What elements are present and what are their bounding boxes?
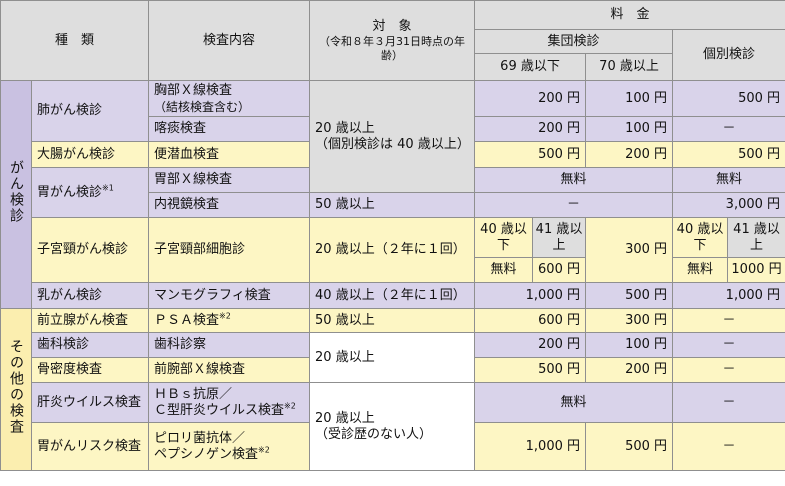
breast-target: 40 歳以上（２年に１回） (309, 282, 476, 309)
cervix-40u-fee: 無料 (474, 257, 534, 283)
sputum-u69: 200 円 (474, 116, 587, 142)
bone-u69: 500 円 (474, 357, 587, 383)
category-cancer: がん検診 (0, 80, 32, 309)
row-lung-name: 肺がん検診 (30, 80, 150, 142)
dental-ind: － (672, 332, 785, 358)
prostate-target: 50 歳以上 (309, 308, 476, 333)
colon-u69: 500 円 (474, 141, 587, 168)
checkup-fee-table: 種 類 検査内容 対 象 （令和８年３月31日時点の年齢） 料 金 集団検診 個… (0, 0, 785, 471)
header-fee: 料 金 (474, 0, 785, 30)
header-target-note: （令和８年３月31日時点の年齢） (319, 34, 466, 62)
stomach-xray-ind: 無料 (672, 167, 785, 193)
bone-o70: 200 円 (585, 357, 674, 383)
colon-ind: 500 円 (672, 141, 785, 168)
header-content: 検査内容 (148, 0, 311, 81)
row-risk-test: ピロリ菌抗体／ ペプシノゲン検査※2 (148, 422, 311, 471)
risk-u69: 1,000 円 (474, 422, 587, 471)
endoscopy-group: － (474, 192, 674, 218)
risk-ind: － (672, 422, 785, 471)
bone-target: 20 歳以上 (309, 332, 476, 383)
header-group: 集団検診 (474, 29, 674, 54)
header-type: 種 類 (0, 0, 150, 81)
row-hep-name: 肝炎ウイルス検査 (30, 382, 150, 423)
row-cervix-name: 子宮頸がん検診 (30, 217, 150, 283)
hep-group: 無料 (474, 382, 674, 423)
header-target: 対 象 （令和８年３月31日時点の年齢） (309, 0, 476, 81)
lung-xray-ind: 500 円 (672, 80, 785, 117)
breast-u69: 1,000 円 (474, 282, 587, 309)
risk-target: 20 歳以上 （受診歴のない人） (309, 382, 476, 471)
row-stomach-xray: 胃部Ｘ線検査 (148, 167, 311, 193)
row-cervix-test: 子宮頸部細胞診 (148, 217, 311, 283)
breast-o70: 500 円 (585, 282, 674, 309)
row-risk-name: 胃がんリスク検査 (30, 422, 150, 471)
row-bone-test: 前腕部Ｘ線検査 (148, 357, 311, 383)
colon-o70: 200 円 (585, 141, 674, 168)
cervix-41o-label: 41 歳以上 (532, 217, 587, 258)
row-psa: ＰＳＡ検査※2 (148, 308, 311, 333)
row-colon-test: 便潜血検査 (148, 141, 311, 168)
stomach-xray-group: 無料 (474, 167, 674, 193)
row-hep-test: ＨＢｓ抗原／ Ｃ型肝炎ウイルス検査※2 (148, 382, 311, 423)
row-breast-test: マンモグラフィ検査 (148, 282, 311, 309)
row-breast-name: 乳がん検診 (30, 282, 150, 309)
header-individual: 個別検診 (672, 29, 785, 81)
hep-ind: － (672, 382, 785, 423)
endoscopy-ind: 3,000 円 (672, 192, 785, 218)
header-under69: 69 歳以下 (474, 53, 587, 81)
risk-o70: 500 円 (585, 422, 674, 471)
lung-xray-u69: 200 円 (474, 80, 587, 117)
target-20-cell: 20 歳以上 （個別検診は 40 歳以上） (309, 80, 476, 193)
lung-xray-o70: 100 円 (585, 80, 674, 117)
row-colon-name: 大腸がん検診 (30, 141, 150, 168)
cervix-target: 20 歳以上（２年に１回） (309, 217, 476, 283)
cervix-41o-fee: 600 円 (532, 257, 587, 283)
cervix-ind-40u-label: 40 歳以下 (672, 217, 729, 258)
header-target-title: 対 象 (372, 18, 412, 34)
dental-o70: 100 円 (585, 332, 674, 358)
sputum-o70: 100 円 (585, 116, 674, 142)
cervix-ind-41o-fee: 1000 円 (727, 257, 785, 283)
row-endoscopy: 内視鏡検査 (148, 192, 311, 218)
prostate-ind: － (672, 308, 785, 333)
row-bone-name: 骨密度検査 (30, 357, 150, 383)
prostate-o70: 300 円 (585, 308, 674, 333)
row-prostate-name: 前立腺がん検査 (30, 308, 150, 333)
row-lung-xray: 胸部Ｘ線検査 （結核検査含む） (148, 80, 311, 117)
category-other: その他の検査 (0, 308, 32, 471)
sputum-ind: － (672, 116, 785, 142)
prostate-u69: 600 円 (474, 308, 587, 333)
row-dental-name: 歯科検診 (30, 332, 150, 358)
cervix-o70: 300 円 (585, 217, 674, 283)
dental-u69: 200 円 (474, 332, 587, 358)
header-over70: 70 歳以上 (585, 53, 674, 81)
endoscopy-target: 50 歳以上 (309, 192, 476, 218)
row-stomach-name: 胃がん検診※1 (30, 167, 150, 218)
cervix-ind-41o-label: 41 歳以上 (727, 217, 785, 258)
row-dental-test: 歯科診察 (148, 332, 311, 358)
bone-ind: － (672, 357, 785, 383)
breast-ind: 1,000 円 (672, 282, 785, 309)
row-sputum: 喀痰検査 (148, 116, 311, 142)
cervix-40u-label: 40 歳以下 (474, 217, 534, 258)
cervix-ind-40u-fee: 無料 (672, 257, 729, 283)
